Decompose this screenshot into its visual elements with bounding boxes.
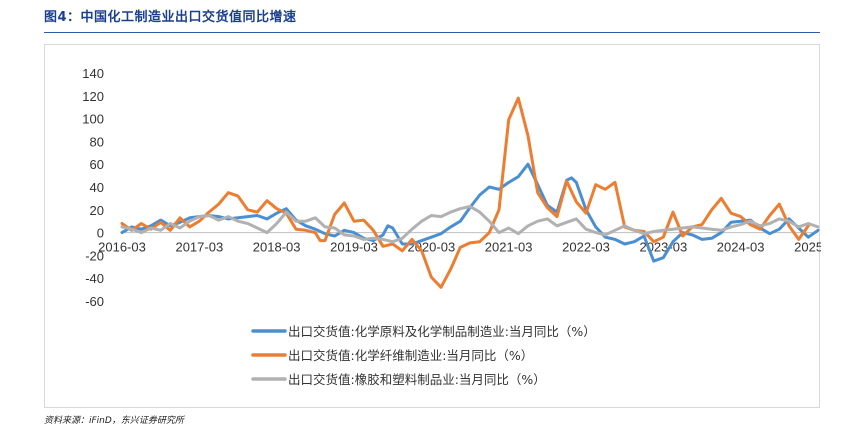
series-line-2 [120,96,810,289]
x-tick-label: 2025-03 [794,240,821,255]
x-tick-label: 2020-03 [407,240,455,255]
x-tick-label: 2024-03 [717,240,765,255]
y-tick-label: -20 [85,248,104,263]
y-tick-label: 120 [82,89,104,104]
line-chart: -60 -40 -20 0 20 40 60 80 100 120 140 2016-03 2017-0… [82,66,821,387]
x-tick-label: 2019-03 [330,240,378,255]
legend-label-2: 出口交货值:化学纤维制造业:当月同比（%） [288,348,533,363]
title-rule [44,32,820,33]
y-tick-label: -40 [85,271,104,286]
x-tick-label: 2023-03 [639,240,687,255]
y-tick-label: 40 [90,180,104,195]
series-line-1 [120,162,820,263]
chart-container: -60 -40 -20 0 20 40 60 80 100 120 140 2016-03 2017-0… [44,44,821,408]
y-tick-label: 60 [90,157,104,172]
x-tick-label: 2016-03 [98,240,146,255]
figure-title: 图4：中国化工制造业出口交货值同比增速 [44,10,297,25]
y-tick-label: 100 [82,112,104,127]
legend-label-3: 出口交货值:橡胶和塑料制品业:当月同比（%） [288,372,546,387]
y-tick-label: 140 [82,66,104,81]
y-tick-label: -60 [85,294,104,309]
source-note: 资料来源：iFinD，东兴证券研究所 [44,416,184,426]
y-tick-label: 80 [90,134,104,149]
legend-label-1: 出口交货值:化学原料及化学制品制造业:当月同比（%） [288,324,596,339]
x-tick-label: 2018-03 [253,240,301,255]
series-line-3 [120,204,820,244]
y-tick-label: 0 [97,226,104,241]
y-tick-label: 20 [90,203,104,218]
x-tick-label: 2022-03 [562,240,610,255]
x-tick-label: 2021-03 [485,240,533,255]
x-tick-label: 2017-03 [175,240,223,255]
